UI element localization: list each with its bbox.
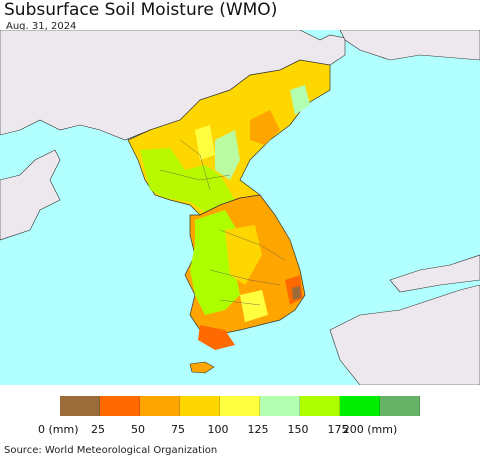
japan-northern-shore [389, 254, 480, 293]
sk-orange-south [198, 325, 235, 350]
legend-tick-label: 75 [171, 423, 185, 436]
legend-swatch [100, 396, 140, 416]
legend-swatch [180, 396, 220, 416]
legend-swatch [300, 396, 340, 416]
nk-yellow-patch [195, 125, 215, 160]
map-title: Subsurface Soil Moisture (WMO) [4, 0, 278, 20]
japan-land [329, 284, 480, 385]
sk-yellow-patch [225, 225, 262, 285]
legend: 0 (mm) 25 50 75 100 125 150 175 200 (mm) [0, 396, 480, 436]
legend-swatch [380, 396, 420, 416]
legend-tick-label: 50 [131, 423, 145, 436]
nk-light-band [215, 130, 240, 180]
nk-northeast-green [290, 85, 310, 115]
admin-boundaries [159, 139, 286, 306]
russia-land [339, 30, 480, 61]
legend-swatch [140, 396, 180, 416]
map-date: Aug. 31, 2024 [6, 21, 77, 32]
jeju [189, 361, 215, 374]
legend-color-bar [60, 396, 420, 416]
source-credit: Source: World Meteorological Organizatio… [4, 445, 218, 456]
legend-tick-label: 100 [207, 423, 229, 436]
nk-green-band [140, 148, 235, 212]
sk-brown-spot [292, 286, 301, 300]
soil-moisture-map [0, 30, 480, 385]
sk-light-yellow [240, 290, 268, 322]
legend-tick-label: 125 [247, 423, 269, 436]
nk-orange-patch [250, 110, 280, 145]
legend-tick-label: 25 [91, 423, 105, 436]
legend-swatch [220, 396, 260, 416]
legend-tick-label: 200 (mm) [342, 423, 398, 436]
legend-tick-label: 0 (mm) [38, 423, 79, 436]
legend-swatch [260, 396, 300, 416]
legend-swatch [60, 396, 100, 416]
shandong-peninsula [0, 149, 61, 241]
legend-swatch [340, 396, 380, 416]
legend-tick-label: 175 [327, 423, 349, 436]
legend-tick-label: 150 [287, 423, 309, 436]
